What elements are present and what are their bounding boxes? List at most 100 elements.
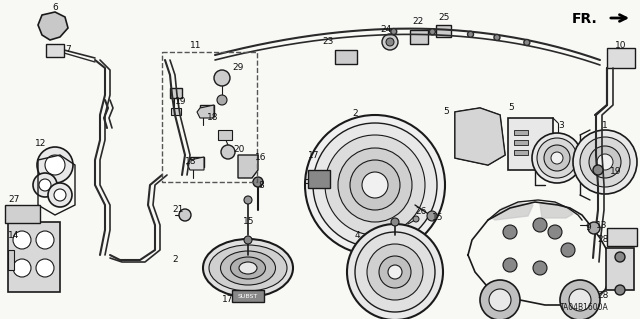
Polygon shape — [455, 108, 505, 165]
Bar — [232, 290, 264, 302]
Text: 19: 19 — [175, 98, 186, 107]
Circle shape — [494, 34, 500, 41]
Circle shape — [39, 179, 51, 191]
Text: 8: 8 — [258, 181, 264, 189]
Bar — [190, 157, 204, 167]
Polygon shape — [455, 108, 505, 165]
Text: 29: 29 — [232, 63, 243, 72]
Circle shape — [569, 289, 591, 311]
Circle shape — [244, 196, 252, 204]
Circle shape — [325, 135, 425, 235]
Bar — [171, 108, 181, 115]
Text: 15: 15 — [432, 213, 444, 222]
Circle shape — [580, 137, 630, 187]
Polygon shape — [492, 203, 533, 220]
Circle shape — [179, 209, 191, 221]
Circle shape — [560, 280, 600, 319]
Circle shape — [214, 70, 230, 86]
Circle shape — [480, 280, 520, 319]
Text: 9: 9 — [585, 224, 591, 233]
Text: 26: 26 — [415, 207, 426, 217]
Text: 5: 5 — [508, 103, 514, 113]
Text: 17: 17 — [308, 151, 319, 160]
Circle shape — [54, 189, 66, 201]
Text: 11: 11 — [190, 41, 202, 50]
Bar — [607, 48, 635, 68]
Text: 1: 1 — [602, 121, 608, 130]
Bar — [607, 228, 637, 246]
Text: 27: 27 — [8, 196, 19, 204]
Circle shape — [244, 236, 252, 244]
Bar — [170, 88, 182, 98]
Circle shape — [221, 145, 235, 159]
Circle shape — [532, 133, 582, 183]
Text: 22: 22 — [412, 18, 423, 26]
Text: 2: 2 — [352, 108, 358, 117]
Text: FR.: FR. — [572, 12, 598, 26]
Circle shape — [367, 244, 423, 300]
Circle shape — [388, 265, 402, 279]
Circle shape — [386, 38, 394, 46]
Circle shape — [13, 231, 31, 249]
Circle shape — [13, 259, 31, 277]
Circle shape — [379, 256, 411, 288]
Text: 18: 18 — [185, 158, 196, 167]
Ellipse shape — [230, 257, 266, 279]
Bar — [410, 30, 428, 44]
Polygon shape — [187, 157, 204, 170]
Polygon shape — [540, 203, 573, 218]
Circle shape — [503, 225, 517, 239]
Text: 16: 16 — [255, 153, 266, 162]
Circle shape — [253, 177, 263, 187]
Text: 2: 2 — [172, 256, 178, 264]
Circle shape — [362, 172, 388, 198]
Circle shape — [36, 259, 54, 277]
Bar — [335, 50, 357, 64]
Circle shape — [468, 31, 474, 37]
Text: SUBST: SUBST — [238, 293, 258, 299]
Circle shape — [589, 146, 621, 178]
Text: 13: 13 — [595, 220, 607, 229]
Bar — [508, 118, 553, 170]
Polygon shape — [197, 105, 214, 118]
Circle shape — [382, 34, 398, 50]
Text: 7: 7 — [65, 46, 71, 55]
Text: TA04B1600A: TA04B1600A — [560, 302, 609, 311]
Text: 28: 28 — [598, 291, 609, 300]
Circle shape — [338, 148, 412, 222]
Circle shape — [37, 147, 73, 183]
Circle shape — [355, 232, 435, 312]
Text: 4: 4 — [355, 231, 360, 240]
Circle shape — [524, 40, 530, 46]
Circle shape — [561, 243, 575, 257]
Bar — [436, 25, 451, 37]
Text: 20: 20 — [233, 145, 244, 154]
Circle shape — [573, 130, 637, 194]
Circle shape — [347, 224, 443, 319]
Circle shape — [597, 154, 613, 170]
Circle shape — [537, 138, 577, 178]
Bar — [46, 44, 64, 57]
Ellipse shape — [221, 251, 275, 285]
Circle shape — [217, 95, 227, 105]
Circle shape — [391, 218, 399, 226]
Circle shape — [548, 225, 562, 239]
Circle shape — [45, 155, 65, 175]
Circle shape — [48, 183, 72, 207]
Text: 6: 6 — [52, 4, 58, 12]
Polygon shape — [38, 12, 68, 40]
Text: 10: 10 — [615, 41, 627, 49]
Polygon shape — [238, 155, 258, 178]
Circle shape — [544, 145, 570, 171]
Text: 23: 23 — [322, 38, 333, 47]
Circle shape — [489, 289, 511, 311]
Circle shape — [551, 152, 563, 164]
Circle shape — [615, 285, 625, 295]
Bar — [514, 130, 528, 135]
Text: 19: 19 — [610, 167, 621, 176]
Circle shape — [588, 222, 600, 234]
Text: 3: 3 — [558, 121, 564, 130]
Circle shape — [36, 231, 54, 249]
Text: 25: 25 — [438, 12, 449, 21]
Text: 17: 17 — [222, 295, 234, 305]
